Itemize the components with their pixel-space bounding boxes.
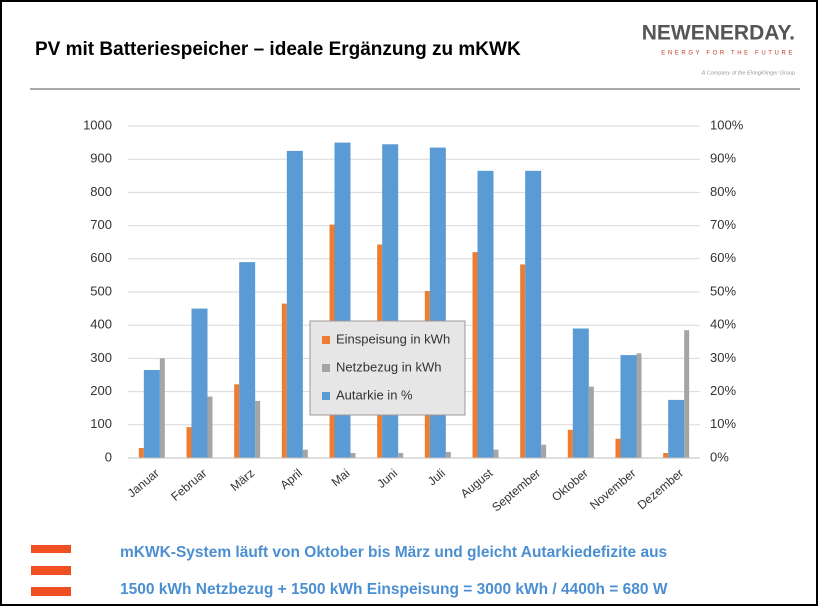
y2-tick-label: 100% <box>710 117 744 132</box>
y2-tick-label: 10% <box>710 416 736 431</box>
bar <box>636 353 642 458</box>
y2-tick-label: 70% <box>710 217 736 232</box>
y-tick-label: 700 <box>90 217 112 232</box>
bar <box>684 330 690 458</box>
legend-swatch <box>322 364 330 372</box>
y-tick-label: 900 <box>90 151 112 166</box>
bar <box>138 448 144 458</box>
y-tick-label: 300 <box>90 350 112 365</box>
y2-tick-label: 0% <box>710 449 729 464</box>
bar <box>186 427 192 458</box>
bar <box>572 328 589 458</box>
bar <box>445 452 451 458</box>
logo-tagline: ENERGY FOR THE FUTURE <box>661 51 795 57</box>
bar <box>234 384 240 458</box>
bar <box>350 453 356 458</box>
bar <box>541 444 547 458</box>
bar <box>525 170 542 458</box>
bar <box>493 449 499 458</box>
bar <box>472 252 478 458</box>
bar <box>302 449 308 458</box>
legend-swatch <box>322 392 330 400</box>
bar <box>398 453 404 458</box>
legend-box <box>309 320 466 416</box>
y2-tick-label: 40% <box>710 317 736 332</box>
y-tick-label: 0 <box>105 449 112 464</box>
y2-tick-label: 90% <box>710 151 736 166</box>
bar <box>143 370 160 458</box>
icon-stripe <box>31 587 71 596</box>
bar <box>663 453 669 458</box>
y-tick-label: 800 <box>90 184 112 199</box>
bar <box>520 264 526 458</box>
logo: NEWENERDAY. <box>642 22 795 45</box>
bar <box>615 438 621 458</box>
y-tick-label: 600 <box>90 250 112 265</box>
y-tick-label: 100 <box>90 416 112 431</box>
legend-label: Einspeisung in kWh <box>336 331 450 346</box>
y2-tick-label: 50% <box>710 283 736 298</box>
y-tick-label: 200 <box>90 383 112 398</box>
logo-company: A Company of the ElringKlinger Group <box>701 70 795 76</box>
icon-stripe <box>31 545 71 553</box>
slide-title: PV mit Batteriespeicher – ideale Ergänzu… <box>35 39 521 60</box>
y2-tick-label: 30% <box>710 350 736 365</box>
bar <box>207 396 213 458</box>
bar <box>159 358 165 458</box>
bar <box>668 399 685 458</box>
bar <box>477 170 494 458</box>
y2-tick-label: 20% <box>710 383 736 398</box>
legend: Einspeisung in kWh Netzbezug in kWh Autark… <box>309 320 466 416</box>
bar <box>255 400 261 458</box>
bar <box>239 262 256 458</box>
bar <box>620 355 637 458</box>
y2-tick-label: 60% <box>710 250 736 265</box>
y2-tick-label: 80% <box>710 184 736 199</box>
bar <box>567 429 573 458</box>
list-icon <box>31 545 71 596</box>
y-tick-label: 500 <box>90 283 112 298</box>
y-tick-label: 400 <box>90 317 112 332</box>
footer-line: mKWK-System läuft von Oktober bis März u… <box>120 544 667 561</box>
legend-label: Netzbezug in kWh <box>336 359 442 374</box>
icon-stripe <box>31 566 71 575</box>
bar <box>286 150 303 458</box>
bar <box>191 308 208 458</box>
bar <box>588 386 594 458</box>
legend-swatch <box>322 336 330 344</box>
legend-label: Autarkie in % <box>336 387 413 402</box>
footer-line: 1500 kWh Netzbezug + 1500 kWh Einspeisun… <box>120 581 668 598</box>
bar <box>281 303 287 458</box>
y-tick-label: 1000 <box>83 117 112 132</box>
